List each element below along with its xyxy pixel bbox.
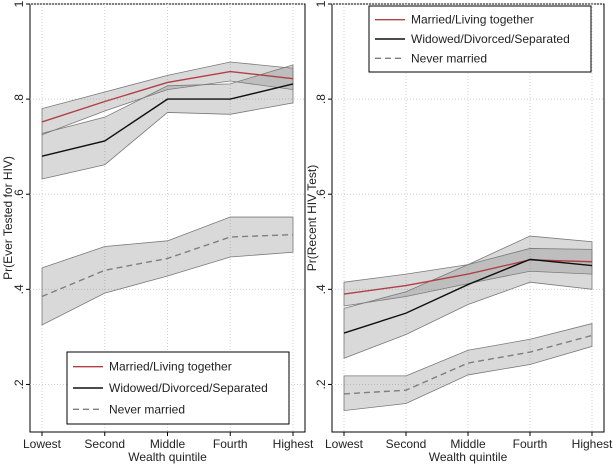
y-tick-label: .8 [314, 94, 328, 104]
y-tick-label: .2 [314, 379, 328, 389]
x-tick-label: Highest [273, 437, 314, 451]
x-tick-label: Highest [572, 437, 613, 451]
y-tick-label: .4 [12, 284, 26, 294]
y-tick-label: 1 [314, 0, 328, 7]
x-axis-title: Wealth quintile [128, 450, 207, 464]
series-line-0 [41, 70, 294, 123]
y-axis-title: Pr(Recent HIV Test) [305, 165, 319, 271]
x-tick-label: Middle [150, 437, 186, 451]
series-line-2 [41, 233, 294, 298]
legend: Married/Living together Widowed/Divorced/… [368, 5, 592, 73]
y-tick-label: .2 [12, 379, 26, 389]
x-tick-label: Second [386, 437, 427, 451]
legend: Married/Living together Widowed/Divorced/… [66, 351, 290, 425]
legend-box [66, 351, 290, 425]
ci-band-2 [343, 323, 593, 412]
right-panel: .2 .4 .6 .8 1 Lowest Second Middle Fourth Highest… [305, 0, 613, 464]
y-tick-label: .6 [314, 189, 328, 199]
y-tick-label: .4 [314, 284, 328, 294]
legend-label-2: Never married [109, 402, 185, 416]
legend-label-2: Never married [411, 51, 487, 65]
x-tick-label: Lowest [325, 437, 364, 451]
series-line-0 [343, 259, 593, 295]
legend-label-0: Married/Living together [411, 13, 534, 27]
ci-band-1 [343, 235, 593, 359]
series-line-2 [343, 334, 593, 395]
legend-label-1: Widowed/Divorced/Separated [109, 381, 268, 395]
ci-band-2 [41, 216, 294, 326]
legend-box [368, 5, 592, 73]
legend-label-1: Widowed/Divorced/Separated [411, 32, 570, 46]
x-axis-title: Wealth quintile [429, 450, 508, 464]
y-tick-label: .6 [12, 189, 26, 199]
x-tick-label: Lowest [23, 437, 62, 451]
x-tick-label: Fourth [213, 437, 248, 451]
series-line-1 [41, 83, 294, 157]
y-tick-label: 1 [12, 0, 26, 7]
left-panel: .2 .4 .6 .8 1 Lowest Second Middle Fourth Highest… [1, 0, 314, 464]
ci-band-1 [41, 64, 294, 180]
x-tick-label: Fourth [513, 437, 548, 451]
x-tick-label: Middle [450, 437, 486, 451]
plot-area [331, 3, 605, 433]
y-tick-label: .8 [12, 94, 26, 104]
y-axis-title: Pr(Ever Tested for HIV) [1, 156, 15, 280]
series-line-1 [343, 258, 593, 334]
legend-label-0: Married/Living together [109, 360, 232, 374]
x-tick-label: Second [84, 437, 125, 451]
